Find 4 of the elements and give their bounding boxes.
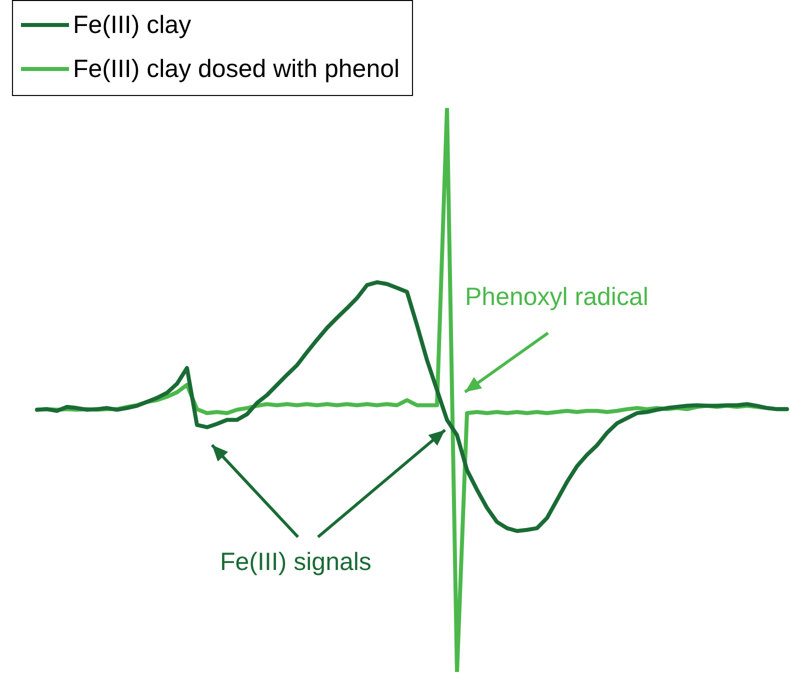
legend-label: Fe(III) clay dosed with phenol	[73, 54, 400, 85]
legend-label: Fe(III) clay	[73, 10, 192, 41]
annotation: Phenoxyl radical	[465, 283, 648, 312]
annotation: Fe(III) signals	[220, 548, 372, 577]
